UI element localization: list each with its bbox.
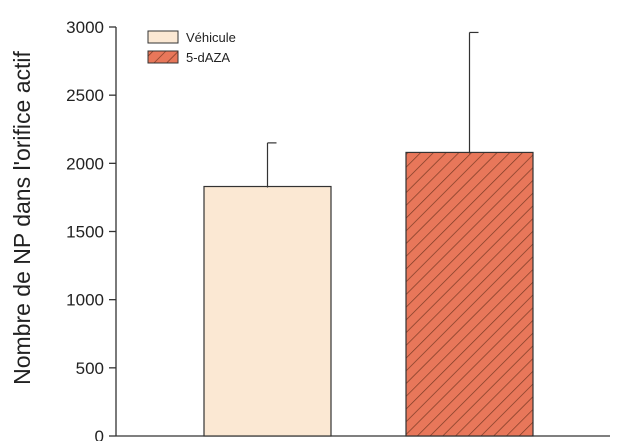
legend: Véhicule 5-dAZA [147, 30, 236, 65]
legend-swatch [147, 30, 179, 44]
y-tick-label: 2000 [66, 154, 104, 173]
bars [203, 31, 534, 437]
y-tick-label: 1000 [66, 291, 104, 310]
y-tick-label: 2500 [66, 86, 104, 105]
y-tick-label: 1500 [66, 223, 104, 242]
axes: 0 500 1000 1500 2000 2500 3000 [66, 18, 610, 441]
bar-group-5-daza [405, 31, 534, 437]
y-axis-title: Nombre de NP dans l'orifice actif [9, 51, 35, 385]
legend-label: Véhicule [186, 30, 236, 45]
bar [203, 185, 332, 437]
bar-group-vehicule [203, 142, 332, 437]
y-tick-label: 0 [95, 427, 104, 441]
legend-label: 5-dAZA [186, 50, 230, 65]
y-tick-label: 3000 [66, 18, 104, 37]
y-tick-label: 500 [76, 359, 104, 378]
bar [405, 151, 534, 437]
legend-swatch [147, 50, 179, 64]
